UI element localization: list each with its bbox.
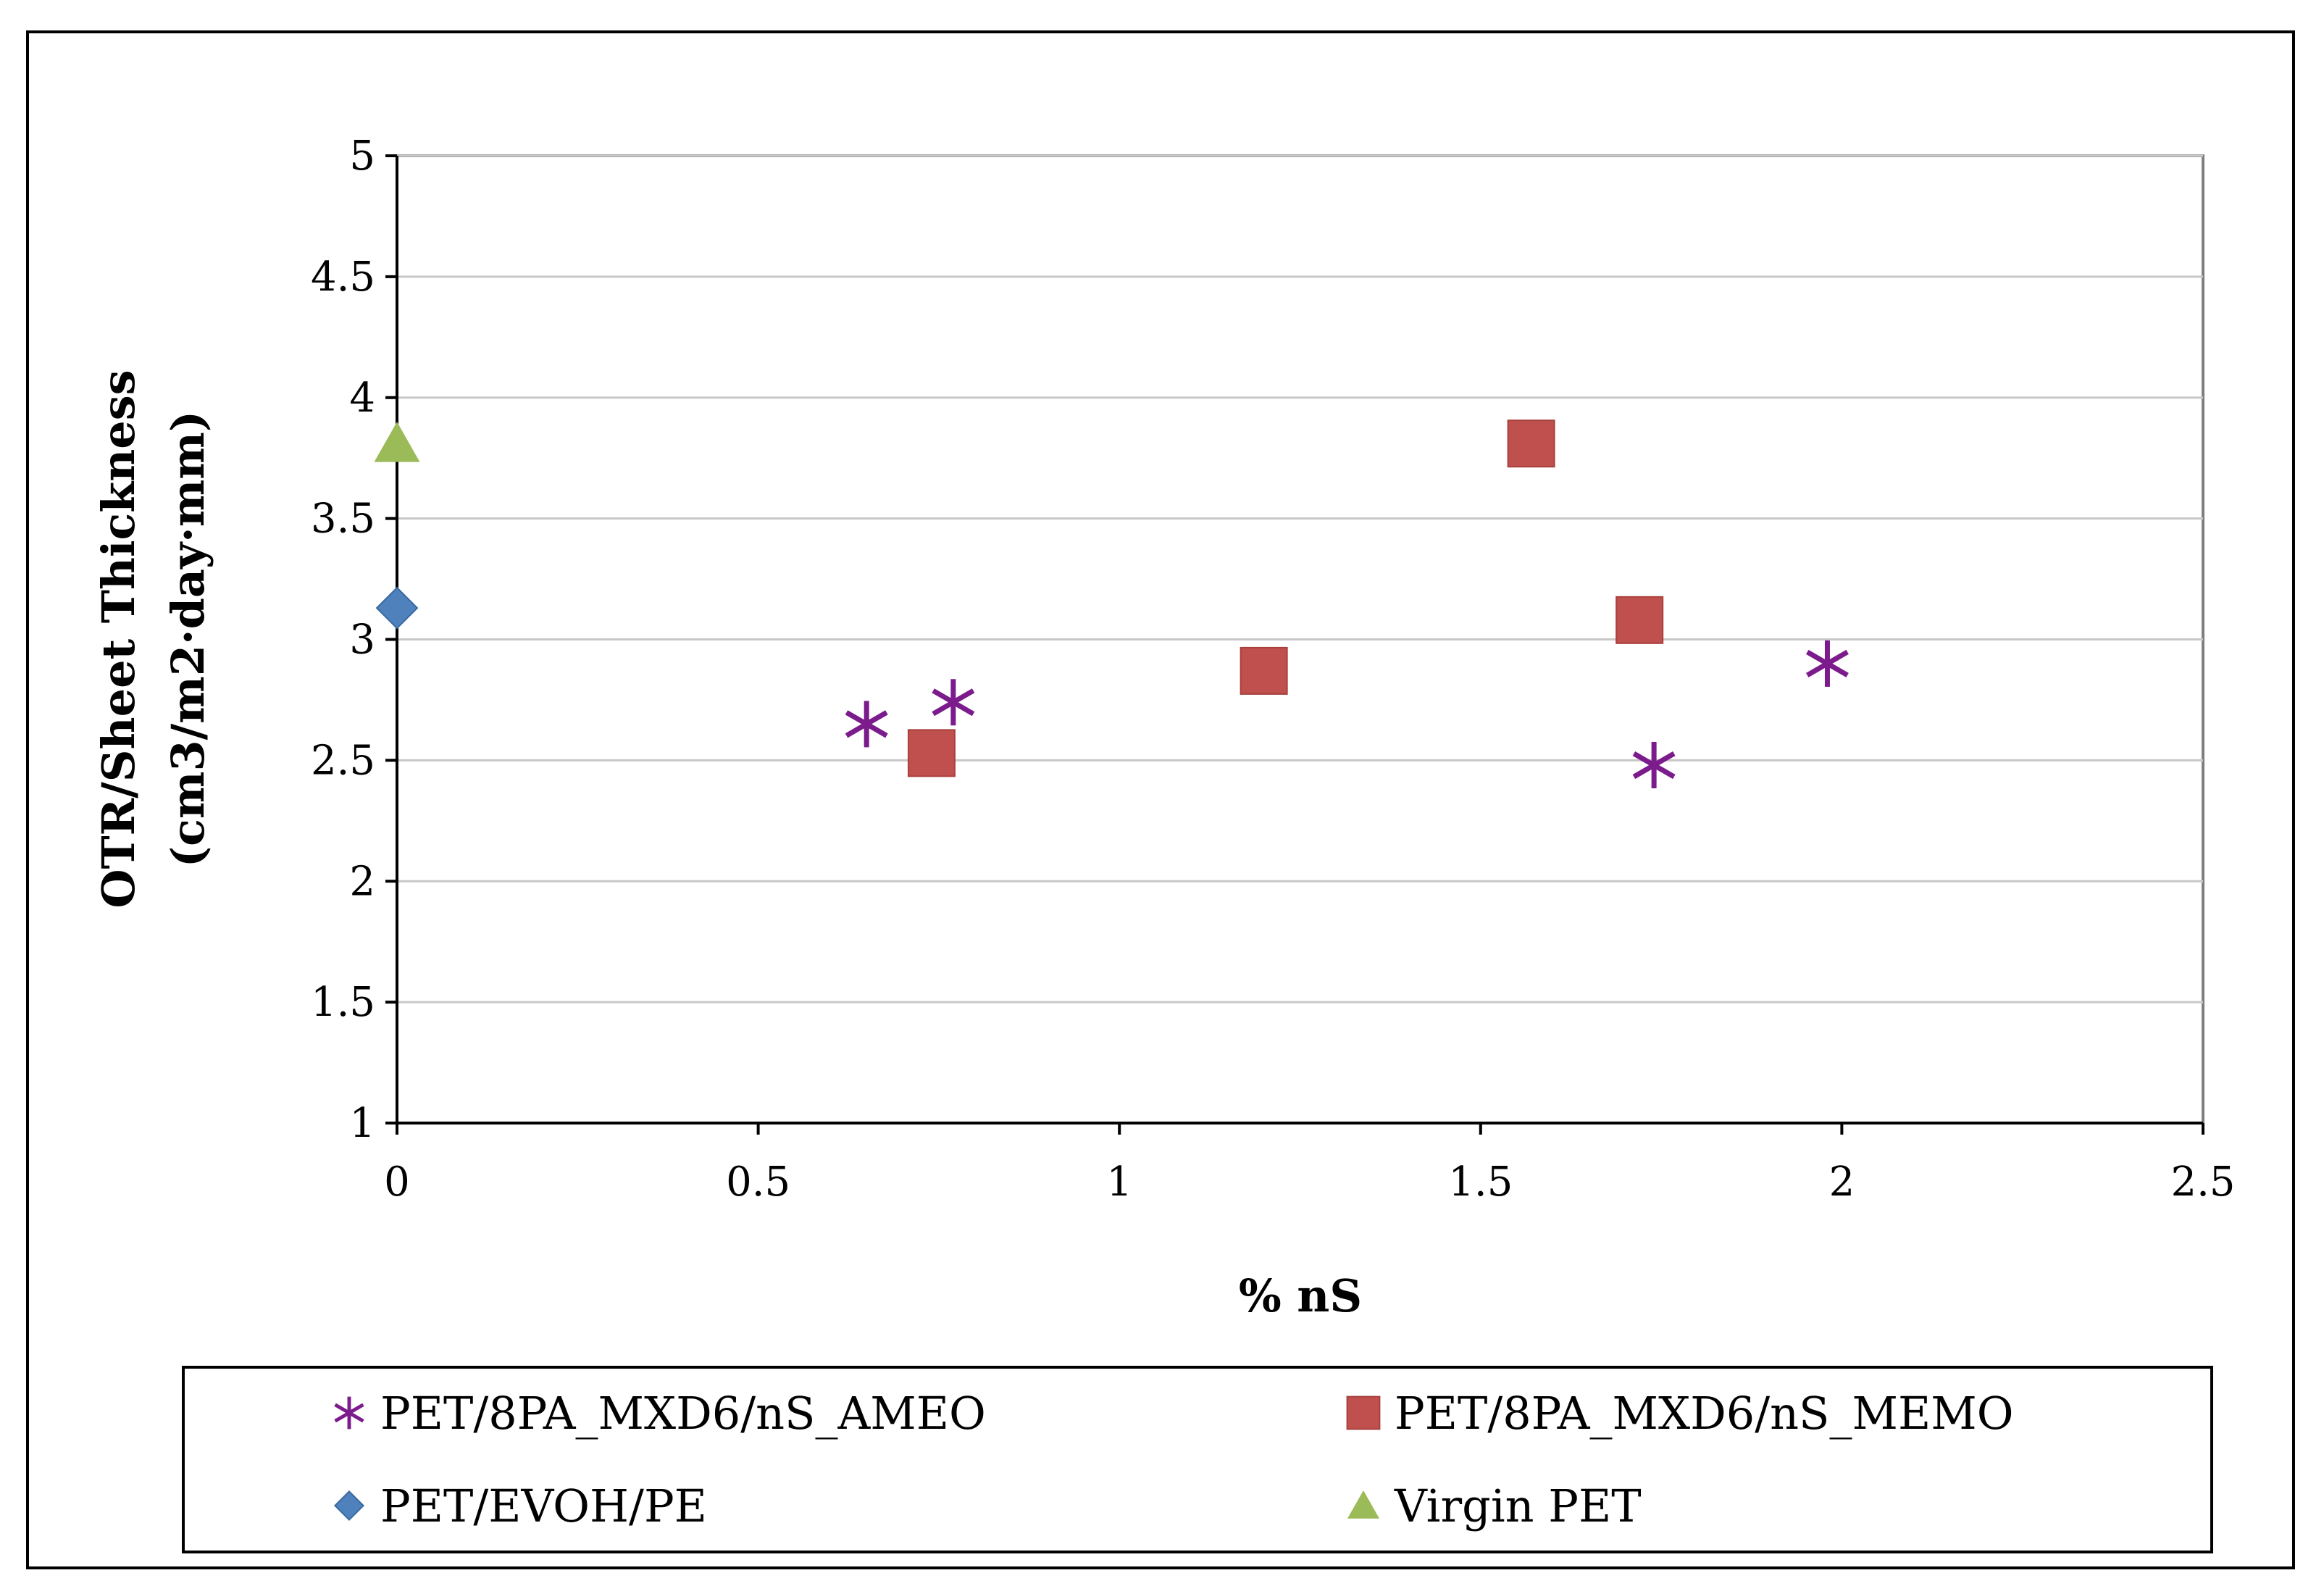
legend-marker-triangle [1347,1490,1380,1519]
legend-label: PET/EVOH/PE [380,1480,707,1532]
x-tick-label: 2 [1829,1159,1855,1206]
legend-label: PET/8PA_MXD6/nS_AMEO [380,1387,986,1440]
legend-label: Virgin PET [1394,1480,1642,1532]
data-point-square [1507,420,1555,468]
y-axis-title: OTR/Sheet Thickness (cm3/m2·day·mm) [92,370,214,908]
x-tick-label: 0.5 [726,1159,790,1206]
grid-lines [397,154,2203,1003]
y-tick-label: 4 [349,375,375,422]
legend: PET/8PA_MXD6/nS_AMEO PET/8PA_MXD6/nS_MEMO… [333,1387,2014,1532]
data-point-star [932,679,975,726]
y-axis: 1 1.5 2 2.5 3 3.5 4 4.5 5 [311,133,398,1147]
data-point-square [907,729,956,777]
y-tick-label: 3 [349,617,375,664]
y-axis-title-line1: OTR/Sheet Thickness [92,370,145,908]
x-axis: 0 0.5 1 1.5 2 2.5 [384,1122,2236,1206]
data-point-star [1632,742,1676,789]
data-point-diamond [375,586,419,630]
x-tick-label: 0 [384,1159,410,1206]
x-tick-label: 2.5 [2170,1159,2235,1206]
data-point-square [1240,646,1288,695]
y-tick-label: 1 [349,1100,375,1147]
legend-item: Virgin PET [1347,1480,1642,1532]
data-point-square [1615,596,1664,644]
data-point-star [1805,640,1849,687]
y-tick-label: 5 [349,133,375,180]
legend-marker-diamond [333,1490,365,1522]
x-tick-label: 1.5 [1448,1159,1513,1206]
y-tick-label: 2.5 [311,737,375,784]
data-points [374,420,1849,789]
y-tick-label: 4.5 [311,254,375,301]
legend-marker-square [1346,1395,1381,1430]
y-tick-label: 3.5 [311,496,375,543]
y-axis-title-line2: (cm3/m2·day·mm) [162,411,214,867]
y-tick-label: 1.5 [311,979,375,1026]
legend-item: PET/EVOH/PE [333,1480,707,1532]
data-point-star [845,701,888,748]
legend-box [182,1366,2213,1553]
y-tick-label: 2 [349,858,375,905]
legend-item: PET/8PA_MXD6/nS_MEMO [1346,1387,2014,1440]
legend-item: PET/8PA_MXD6/nS_AMEO [334,1387,986,1440]
x-axis-title: % nS [1239,1269,1362,1322]
data-point-triangle [374,422,420,462]
legend-label: PET/8PA_MXD6/nS_MEMO [1395,1387,2014,1440]
x-tick-label: 1 [1106,1159,1132,1206]
legend-marker-star [334,1396,364,1430]
